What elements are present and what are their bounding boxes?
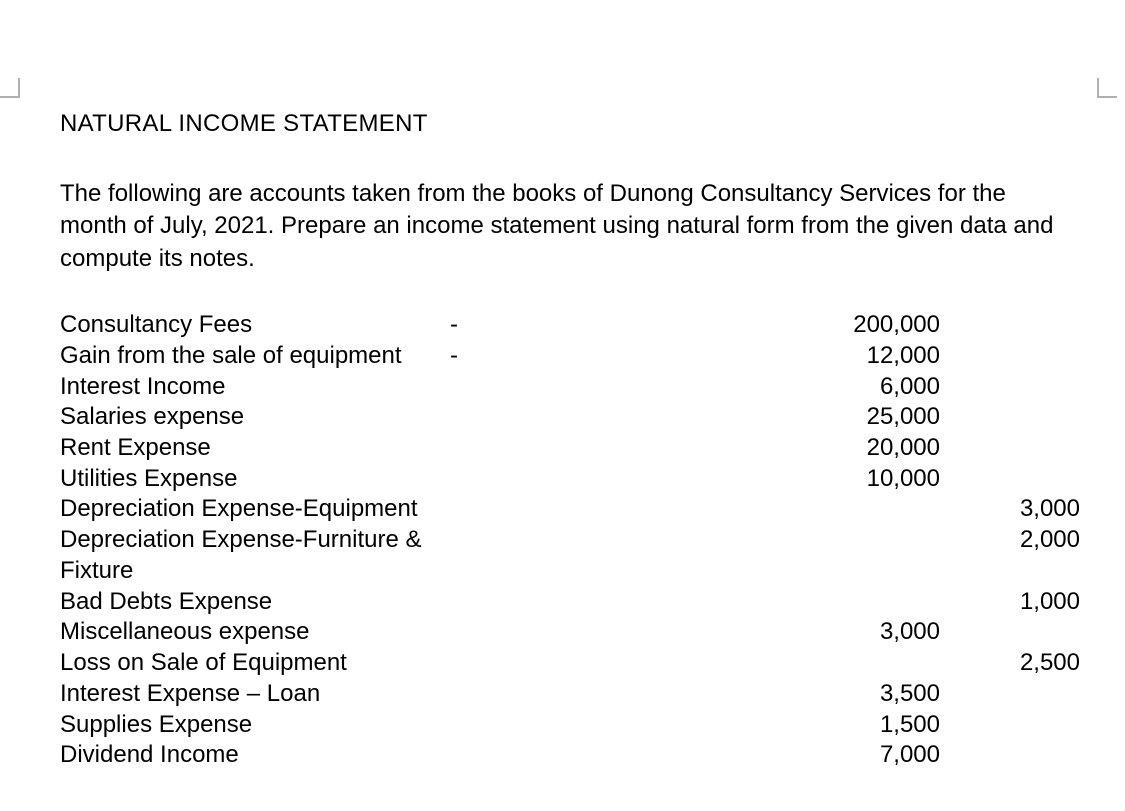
table-row: Loss on Sale of Equipment 2,500: [60, 648, 1065, 679]
document-container: NATURAL INCOME STATEMENT The following a…: [0, 0, 1125, 811]
dash-mark: -: [450, 341, 500, 372]
account-value-col2: 2,000: [950, 525, 1090, 556]
account-value-col1: 7,000: [500, 740, 950, 771]
table-row: Depreciation Expense-Equipment 3,000: [60, 494, 1065, 525]
document-title: NATURAL INCOME STATEMENT: [60, 110, 1065, 138]
table-row: Miscellaneous expense 3,000: [60, 617, 1065, 648]
crop-mark-top-left: [0, 78, 20, 98]
account-value-col1: 6,000: [500, 372, 950, 403]
account-label: Utilities Expense: [60, 464, 450, 495]
account-label: Supplies Expense: [60, 710, 450, 741]
account-value-col1: 12,000: [500, 341, 950, 372]
account-label: Rent Expense: [60, 433, 450, 464]
account-label: Salaries expense: [60, 402, 450, 433]
account-label: Interest Expense – Loan: [60, 679, 450, 710]
account-value-col2: 1,000: [950, 587, 1090, 618]
table-row: Consultancy Fees - 200,000: [60, 310, 1065, 341]
crop-mark-top-right: [1097, 78, 1117, 98]
table-row: Dividend Income 7,000: [60, 740, 1065, 771]
account-label: Loss on Sale of Equipment: [60, 648, 450, 679]
account-value-col2: 2,500: [950, 648, 1090, 679]
table-row: Rent Expense 20,000: [60, 433, 1065, 464]
table-row: Supplies Expense 1,500: [60, 710, 1065, 741]
table-row: Gain from the sale of equipment - 12,000: [60, 341, 1065, 372]
table-row: Interest Expense – Loan 3,500: [60, 679, 1065, 710]
account-label: Consultancy Fees: [60, 310, 450, 341]
account-label: Bad Debts Expense: [60, 587, 450, 618]
account-label: Interest Income: [60, 372, 450, 403]
account-label: Miscellaneous expense: [60, 617, 450, 648]
table-row: Interest Income 6,000: [60, 372, 1065, 403]
account-value-col1: 200,000: [500, 310, 950, 341]
dash-mark: -: [450, 310, 500, 341]
table-row: Utilities Expense 10,000: [60, 464, 1065, 495]
account-label: Depreciation Expense-Equipment: [60, 494, 450, 525]
account-value-col1: 25,000: [500, 402, 950, 433]
account-value-col2: 3,000: [950, 494, 1090, 525]
table-row: Depreciation Expense-Furniture & Fixture…: [60, 525, 1065, 586]
account-label: Depreciation Expense-Furniture & Fixture: [60, 525, 450, 586]
intro-paragraph: The following are accounts taken from th…: [60, 178, 1060, 275]
account-value-col1: 3,500: [500, 679, 950, 710]
account-value-col1: 3,000: [500, 617, 950, 648]
account-label: Gain from the sale of equipment: [60, 341, 450, 372]
account-value-col1: 10,000: [500, 464, 950, 495]
account-value-col1: 20,000: [500, 433, 950, 464]
table-row: Bad Debts Expense 1,000: [60, 587, 1065, 618]
account-label: Dividend Income: [60, 740, 450, 771]
accounts-table: Consultancy Fees - 200,000 Gain from the…: [60, 310, 1065, 771]
table-row: Salaries expense 25,000: [60, 402, 1065, 433]
account-value-col1: 1,500: [500, 710, 950, 741]
